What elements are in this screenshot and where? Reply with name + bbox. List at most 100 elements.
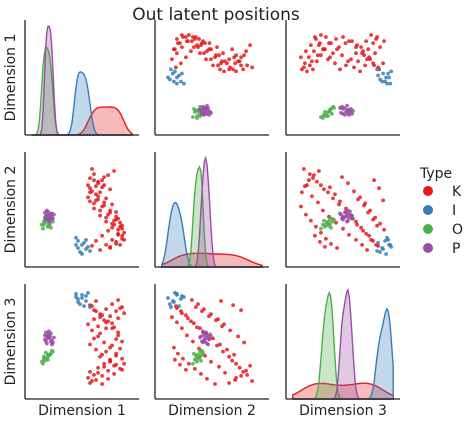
point-k-30 [100, 382, 104, 386]
point-k-34 [122, 361, 126, 366]
point-k-47 [120, 367, 124, 372]
point-k-65 [220, 59, 224, 64]
point-k-65 [356, 197, 360, 202]
point-k-47 [313, 35, 317, 39]
point-k-18 [217, 364, 221, 369]
point-k-56 [110, 321, 114, 326]
point-i-8 [76, 246, 80, 250]
point-p-17 [347, 215, 351, 220]
point-k-5 [98, 190, 102, 195]
point-k-24 [110, 326, 114, 331]
point-p-12 [338, 106, 342, 110]
point-k-30 [299, 204, 303, 209]
point-k-40 [352, 65, 356, 70]
point-k-28 [231, 67, 236, 72]
point-k-67 [108, 314, 112, 319]
point-k-3 [108, 187, 112, 192]
x-axis-label-dimension-3: Dimension 3 [299, 403, 387, 419]
legend-label-o: O [452, 222, 463, 238]
point-k-67 [366, 210, 370, 215]
point-k-55 [198, 326, 202, 331]
point-i-5 [177, 73, 181, 78]
point-k-69 [120, 305, 124, 309]
point-k-59 [118, 243, 122, 247]
point-k-46 [382, 227, 386, 232]
point-k-28 [377, 186, 381, 191]
point-k-51 [333, 192, 337, 197]
point-k-29 [381, 61, 385, 66]
point-k-4 [308, 172, 312, 177]
point-o-10 [47, 223, 51, 228]
point-k-61 [244, 368, 249, 373]
point-i-3 [168, 302, 172, 306]
point-k-12 [184, 313, 188, 318]
point-k-39 [346, 181, 350, 186]
y-axis-label-dimension-3: Dimension 3 [3, 298, 19, 386]
point-o-11 [51, 349, 55, 354]
point-k-63 [303, 61, 307, 66]
point-k-51 [225, 61, 229, 66]
point-k-62 [100, 374, 104, 378]
point-k-8 [343, 41, 348, 45]
point-k-6 [221, 349, 225, 354]
point-k-64 [88, 190, 92, 195]
point-p-10 [198, 108, 202, 112]
point-k-57 [186, 316, 190, 321]
point-o-13 [328, 110, 332, 114]
point-i-2 [84, 299, 88, 303]
point-o-10 [194, 353, 198, 358]
point-k-12 [100, 233, 104, 238]
point-k-3 [230, 358, 235, 363]
point-k-66 [362, 53, 366, 58]
point-k-67 [207, 314, 211, 319]
point-o-13 [200, 352, 204, 357]
point-k-40 [228, 328, 233, 333]
point-k-42 [92, 201, 96, 206]
point-k-52 [218, 342, 222, 347]
point-i-1 [80, 293, 84, 297]
point-p-13 [201, 329, 205, 334]
point-k-46 [116, 227, 120, 232]
point-k-2 [102, 361, 106, 366]
point-k-15 [86, 183, 90, 188]
point-k-4 [308, 63, 312, 68]
point-k-37 [108, 345, 112, 350]
point-k-48 [178, 362, 182, 367]
point-i-8 [380, 79, 384, 84]
point-k-62 [100, 178, 104, 183]
point-p-10 [48, 335, 52, 340]
point-k-67 [366, 47, 370, 52]
point-p-4 [339, 111, 343, 115]
point-o-12 [324, 114, 328, 118]
point-k-22 [341, 226, 345, 231]
panel-grid [24, 20, 400, 400]
point-p-15 [341, 107, 345, 111]
point-k-11 [189, 319, 193, 324]
point-k-20 [114, 214, 118, 219]
point-i-4 [182, 81, 186, 86]
point-k-36 [329, 41, 333, 45]
point-k-24 [180, 326, 184, 331]
point-p-17 [43, 215, 47, 220]
point-p-15 [341, 214, 345, 219]
point-k-11 [361, 228, 365, 233]
point-k-57 [186, 39, 190, 43]
point-k-44 [104, 215, 108, 220]
point-k-28 [231, 303, 236, 307]
point-k-66 [102, 203, 106, 208]
point-p-13 [351, 109, 355, 113]
point-k-17 [310, 194, 314, 199]
point-p-12 [206, 342, 210, 347]
point-k-63 [94, 184, 98, 189]
point-k-68 [200, 41, 204, 45]
point-k-61 [312, 49, 316, 54]
point-k-26 [365, 57, 369, 62]
point-k-29 [219, 299, 223, 303]
point-k-0 [88, 370, 92, 374]
point-k-61 [106, 368, 110, 373]
point-k-63 [303, 184, 307, 189]
point-i-10 [169, 305, 173, 309]
point-i-5 [376, 73, 380, 78]
point-k-55 [104, 219, 108, 224]
